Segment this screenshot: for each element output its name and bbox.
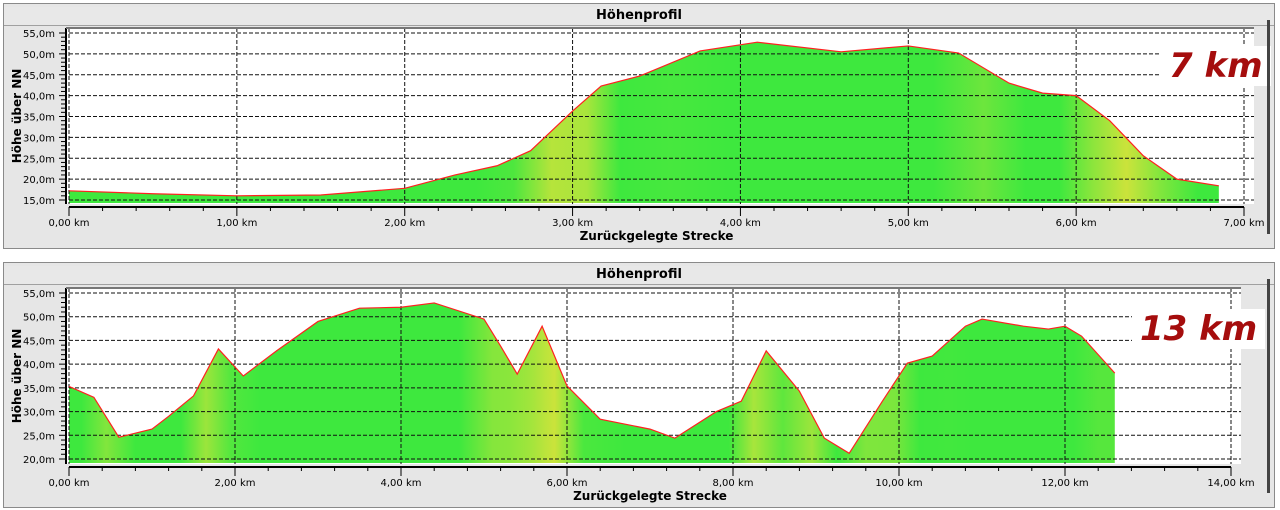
elevation-area (69, 42, 1219, 204)
x-tick-label: 4,00 km (381, 478, 422, 489)
x-tick-label: 2,00 km (384, 218, 425, 229)
y-tick-label: 35,0m (23, 113, 55, 124)
y-axis-label: Höhe über NN (10, 69, 24, 164)
y-tick-label: 55,0m (23, 29, 55, 40)
chart-title: Höhenprofil (4, 266, 1274, 285)
y-tick-label: 30,0m (23, 133, 55, 144)
elevation-line (68, 41, 1219, 197)
elevation-chart-7km: 15,0m 20,0m 25,0m 30,0m 35,0m 40,0m 45,0m 50,0m… (10, 27, 1265, 243)
x-axis-label: Zurückgelegte Strecke (573, 489, 727, 503)
elevation-line (68, 302, 1116, 455)
x-tick-label: 0,00 km (49, 218, 90, 229)
chart-title: Höhenprofil (4, 7, 1274, 26)
y-tick-label: 45,0m (23, 71, 55, 82)
x-tick-label: 5,00 km (888, 218, 929, 229)
scrollbar[interactable] (1267, 20, 1270, 234)
y-axis-label: Höhe über NN (10, 329, 24, 424)
y-tick-label: 15,0m (23, 196, 55, 207)
elevation-area (69, 302, 1115, 463)
y-tick-label: 20,0m (23, 175, 55, 186)
y-tick-label: 50,0m (23, 313, 55, 324)
y-tick-label: 35,0m (23, 384, 55, 395)
y-tick-label: 20,0m (23, 455, 55, 466)
x-tick-label: 6,00 km (547, 478, 588, 489)
y-tick-label: 45,0m (23, 336, 55, 347)
y-tick-label: 25,0m (23, 154, 55, 165)
distance-annotation: 13 km (1132, 309, 1266, 349)
scrollbar[interactable] (1267, 279, 1270, 493)
chart-panel-13km: Höhenprofil 20,0m 25,0m 30,0m 35,0m 40,0m 45,… (3, 262, 1275, 508)
chart-panel-7km: Höhenprofil 15,0m 20,0m 25,0m 30,0m 35,0m 40,… (3, 3, 1275, 249)
y-tick-label: 40,0m (23, 92, 55, 103)
y-tick-label: 40,0m (23, 360, 55, 371)
y-tick-label: 50,0m (23, 50, 55, 61)
x-tick-label: 12,00 km (1041, 478, 1088, 489)
distance-annotation: 7 km (1161, 46, 1271, 86)
x-tick-label: 10,00 km (875, 478, 922, 489)
x-tick-label: 8,00 km (713, 478, 754, 489)
x-tick-label: 1,00 km (216, 218, 257, 229)
x-tick-label: 6,00 km (1056, 218, 1097, 229)
x-tick-label: 7,00 km (1224, 218, 1265, 229)
y-tick-label: 55,0m (23, 289, 55, 300)
y-tick-label: 25,0m (23, 431, 55, 442)
x-tick-label: 4,00 km (720, 218, 761, 229)
y-tick-label: 30,0m (23, 408, 55, 419)
x-tick-label: 2,00 km (215, 478, 256, 489)
x-axis-label: Zurückgelegte Strecke (580, 229, 734, 243)
x-tick-label: 3,00 km (552, 218, 593, 229)
x-tick-label: 0,00 km (49, 478, 90, 489)
elevation-chart-13km: 20,0m 25,0m 30,0m 35,0m 40,0m 45,0m 50,0m 55,0m… (10, 287, 1255, 503)
x-tick-label: 14,00 km (1207, 478, 1254, 489)
